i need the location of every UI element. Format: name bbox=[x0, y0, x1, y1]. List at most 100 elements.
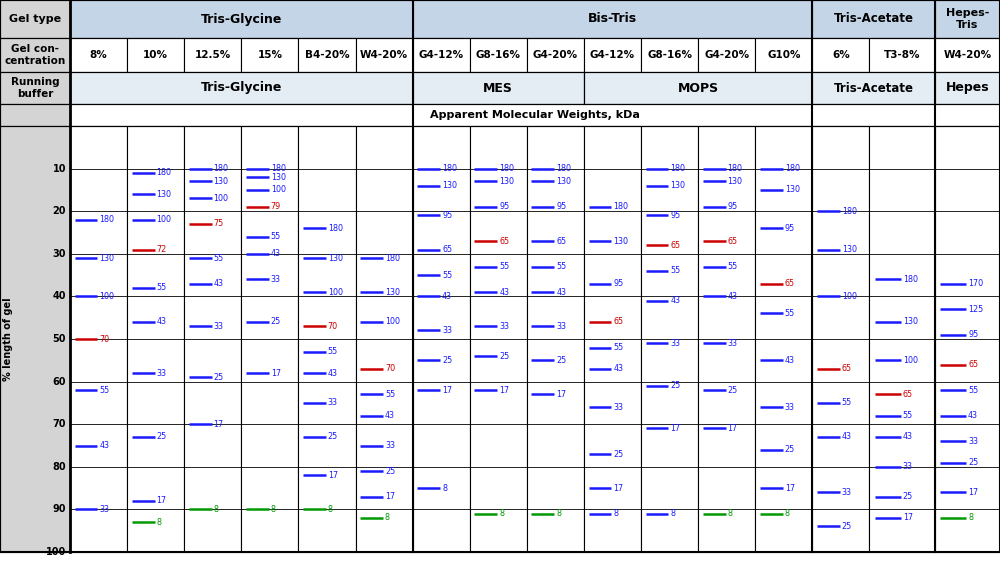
Text: 12.5%: 12.5% bbox=[195, 50, 231, 60]
Bar bbox=[812, 126, 869, 552]
Text: 33: 33 bbox=[328, 399, 338, 408]
Text: 100: 100 bbox=[271, 185, 286, 194]
Text: 33: 33 bbox=[728, 339, 738, 348]
Text: 95: 95 bbox=[968, 330, 978, 339]
Text: 8: 8 bbox=[670, 509, 675, 518]
Text: W4-20%: W4-20% bbox=[943, 50, 991, 60]
Bar bbox=[641, 38, 698, 72]
Text: 25: 25 bbox=[328, 432, 338, 441]
Text: 70: 70 bbox=[385, 364, 395, 373]
Text: T3-8%: T3-8% bbox=[884, 50, 920, 60]
Text: 17: 17 bbox=[214, 419, 224, 428]
Text: 72: 72 bbox=[157, 245, 167, 254]
Text: 130: 130 bbox=[613, 236, 628, 245]
Text: 55: 55 bbox=[271, 233, 281, 242]
Bar bbox=[70, 0, 413, 38]
Text: 180: 180 bbox=[328, 224, 343, 233]
Text: 60: 60 bbox=[52, 377, 66, 387]
Text: 17: 17 bbox=[328, 471, 338, 480]
Text: 125: 125 bbox=[968, 305, 983, 314]
Text: 130: 130 bbox=[99, 253, 114, 262]
Text: 180: 180 bbox=[556, 164, 571, 173]
Text: 90: 90 bbox=[52, 504, 66, 515]
Text: 33: 33 bbox=[442, 326, 452, 335]
Text: 33: 33 bbox=[670, 339, 680, 348]
Text: 180: 180 bbox=[728, 164, 743, 173]
Text: Gel con-
centration: Gel con- centration bbox=[4, 44, 66, 66]
Text: 130: 130 bbox=[214, 177, 229, 186]
Text: G8-16%: G8-16% bbox=[476, 50, 521, 60]
Text: 6%: 6% bbox=[832, 50, 850, 60]
Bar bbox=[0, 126, 70, 552]
Text: Hepes-
Tris: Hepes- Tris bbox=[946, 8, 989, 30]
Bar bbox=[184, 38, 241, 72]
Text: 10%: 10% bbox=[143, 50, 168, 60]
Bar bbox=[70, 126, 127, 552]
Text: Tris-Glycine: Tris-Glycine bbox=[201, 82, 282, 95]
Text: 43: 43 bbox=[499, 288, 509, 297]
Text: 25: 25 bbox=[271, 318, 281, 327]
Bar bbox=[812, 0, 935, 38]
Text: 33: 33 bbox=[785, 403, 795, 412]
Bar bbox=[584, 38, 641, 72]
Text: 95: 95 bbox=[670, 211, 681, 220]
Text: 43: 43 bbox=[903, 432, 913, 441]
Text: 95: 95 bbox=[499, 203, 509, 212]
Bar bbox=[755, 126, 812, 552]
Bar bbox=[935, 72, 1000, 104]
Bar bbox=[527, 38, 584, 72]
Text: G8-16%: G8-16% bbox=[647, 50, 692, 60]
Text: 130: 130 bbox=[385, 288, 400, 297]
Bar bbox=[356, 126, 413, 552]
Text: 75: 75 bbox=[214, 220, 224, 229]
Text: Bis-Tris: Bis-Tris bbox=[588, 12, 637, 25]
Text: 130: 130 bbox=[728, 177, 743, 186]
Text: 170: 170 bbox=[968, 279, 983, 288]
Text: 15%: 15% bbox=[257, 50, 282, 60]
Bar bbox=[127, 126, 184, 552]
Text: 70: 70 bbox=[99, 334, 110, 343]
Text: 55: 55 bbox=[728, 262, 738, 271]
Bar bbox=[584, 126, 641, 552]
Text: 33: 33 bbox=[99, 505, 109, 514]
Text: 8: 8 bbox=[556, 509, 561, 518]
Text: 95: 95 bbox=[556, 203, 567, 212]
Text: 100: 100 bbox=[842, 292, 857, 301]
Bar bbox=[935, 0, 1000, 38]
Text: 17: 17 bbox=[968, 488, 978, 497]
Text: 130: 130 bbox=[499, 177, 514, 186]
Text: 43: 43 bbox=[613, 364, 623, 373]
Text: 95: 95 bbox=[613, 279, 624, 288]
Text: 33: 33 bbox=[271, 275, 281, 284]
Text: MES: MES bbox=[483, 82, 513, 95]
Text: 25: 25 bbox=[785, 445, 795, 454]
Text: 100: 100 bbox=[99, 292, 114, 301]
Text: 25: 25 bbox=[214, 373, 224, 382]
Bar bbox=[0, 0, 70, 38]
Text: 55: 55 bbox=[499, 262, 509, 271]
Text: 180: 180 bbox=[499, 164, 514, 173]
Text: 130: 130 bbox=[157, 190, 172, 199]
Text: 180: 180 bbox=[157, 168, 172, 177]
Text: 130: 130 bbox=[785, 185, 800, 194]
Text: 180: 180 bbox=[903, 275, 918, 284]
Bar bbox=[0, 38, 70, 72]
Bar bbox=[184, 126, 241, 552]
Text: G4-20%: G4-20% bbox=[533, 50, 578, 60]
Text: 130: 130 bbox=[271, 173, 286, 182]
Text: 43: 43 bbox=[556, 288, 566, 297]
Bar bbox=[413, 38, 470, 72]
Text: 8: 8 bbox=[968, 513, 973, 522]
Bar bbox=[298, 126, 356, 552]
Bar bbox=[755, 38, 812, 72]
Text: 17: 17 bbox=[385, 492, 395, 501]
Text: 8: 8 bbox=[385, 513, 390, 522]
Text: 65: 65 bbox=[785, 279, 795, 288]
Text: 130: 130 bbox=[328, 253, 343, 262]
Bar bbox=[935, 126, 1000, 552]
Text: 25: 25 bbox=[903, 492, 913, 501]
Text: 17: 17 bbox=[785, 484, 795, 493]
Text: 65: 65 bbox=[613, 318, 623, 327]
Text: 43: 43 bbox=[214, 279, 224, 288]
Text: G4-12%: G4-12% bbox=[590, 50, 635, 60]
